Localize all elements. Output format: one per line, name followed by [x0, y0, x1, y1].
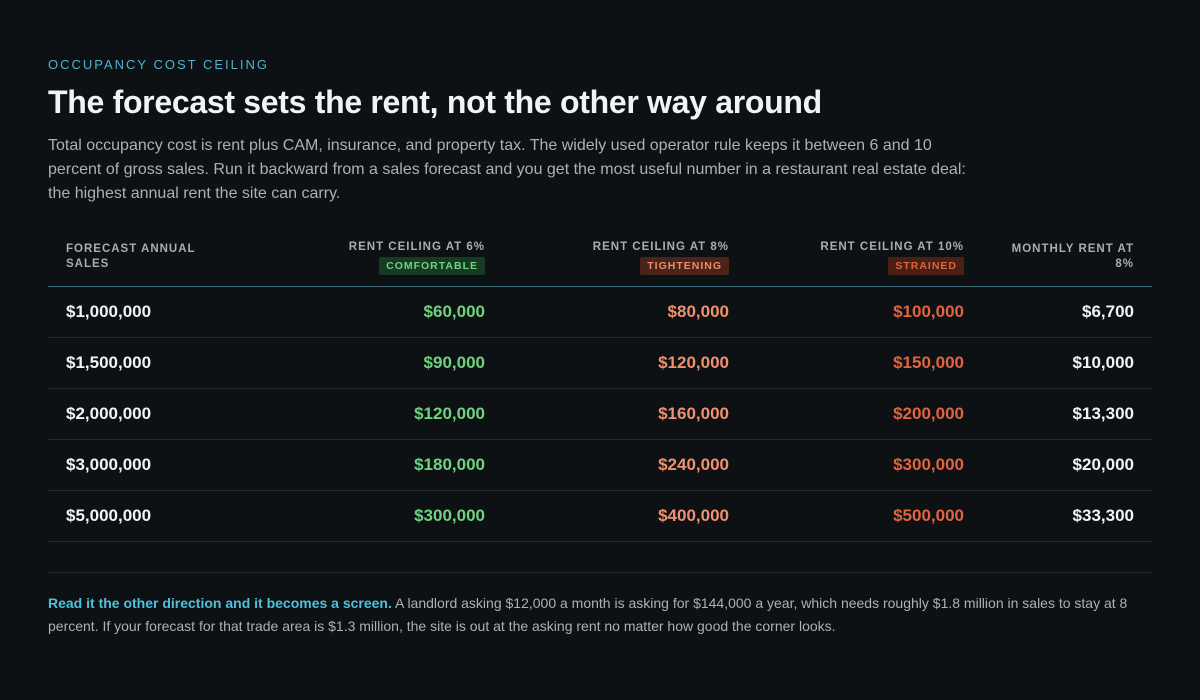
cell-rent-8: $80,000 [667, 302, 729, 321]
page-title: The forecast sets the rent, not the othe… [48, 84, 822, 120]
section-divider [48, 572, 1152, 573]
badge-tightening: TIGHTENING [640, 257, 729, 275]
cell-sales: $1,000,000 [66, 302, 152, 321]
cell-rent-6: $90,000 [423, 353, 485, 372]
header-rent-10-label: RENT CEILING AT 10% [820, 241, 964, 253]
badge-comfortable: COMFORTABLE [379, 257, 485, 275]
cell-monthly: $33,300 [1072, 506, 1134, 525]
intro-paragraph: Total occupancy cost is rent plus CAM, i… [48, 137, 966, 202]
cell-sales: $2,000,000 [66, 404, 152, 423]
table-row: $3,000,000 $180,000 $240,000 $300,000 $2… [48, 440, 1152, 491]
cell-sales: $3,000,000 [66, 455, 152, 474]
cell-rent-6: $60,000 [423, 302, 485, 321]
footnote-body: A landlord asking $12,000 a month is ask… [48, 595, 1128, 634]
header-forecast-sales: FORECAST ANNUAL SALES [66, 243, 196, 270]
table-header: FORECAST ANNUAL SALES RENT CEILING AT 6%… [48, 231, 1152, 287]
header-rent-6-label: RENT CEILING AT 6% [348, 241, 485, 253]
cell-rent-10: $200,000 [893, 404, 964, 423]
cell-rent-6: $300,000 [414, 506, 485, 525]
cell-monthly: $20,000 [1072, 455, 1134, 474]
header-monthly-rent: MONTHLY RENT AT 8% [1011, 243, 1134, 270]
cell-rent-10: $150,000 [893, 353, 964, 372]
header-rent-8: RENT CEILING AT 8% TIGHTENING [509, 240, 729, 275]
cell-rent-8: $240,000 [658, 455, 729, 474]
cell-rent-10: $300,000 [893, 455, 964, 474]
cell-monthly: $6,700 [1082, 302, 1134, 321]
footnote-lead: Read it the other direction and it becom… [48, 595, 392, 611]
cell-rent-10: $100,000 [893, 302, 964, 321]
table-row: $1,000,000 $60,000 $80,000 $100,000 $6,7… [48, 287, 1152, 338]
header-rent-6: RENT CEILING AT 6% COMFORTABLE [265, 240, 485, 275]
cell-sales: $1,500,000 [66, 353, 152, 372]
cell-rent-8: $120,000 [658, 353, 729, 372]
cell-rent-6: $180,000 [414, 455, 485, 474]
cell-monthly: $10,000 [1072, 353, 1134, 372]
badge-strained: STRAINED [888, 257, 964, 275]
cell-rent-8: $400,000 [658, 506, 729, 525]
footnote: Read it the other direction and it becom… [48, 592, 1152, 638]
cell-rent-10: $500,000 [893, 506, 964, 525]
eyebrow-label: OCCUPANCY COST CEILING [48, 57, 269, 72]
table-row: $5,000,000 $300,000 $400,000 $500,000 $3… [48, 491, 1152, 542]
table-row: $1,500,000 $90,000 $120,000 $150,000 $10… [48, 338, 1152, 389]
cell-rent-8: $160,000 [658, 404, 729, 423]
table-row: $2,000,000 $120,000 $160,000 $200,000 $1… [48, 389, 1152, 440]
rent-ceiling-table: FORECAST ANNUAL SALES RENT CEILING AT 6%… [48, 231, 1152, 542]
cell-monthly: $13,300 [1072, 404, 1134, 423]
header-rent-8-label: RENT CEILING AT 8% [592, 241, 729, 253]
header-rent-10: RENT CEILING AT 10% STRAINED [744, 240, 964, 275]
cell-sales: $5,000,000 [66, 506, 152, 525]
cell-rent-6: $120,000 [414, 404, 485, 423]
